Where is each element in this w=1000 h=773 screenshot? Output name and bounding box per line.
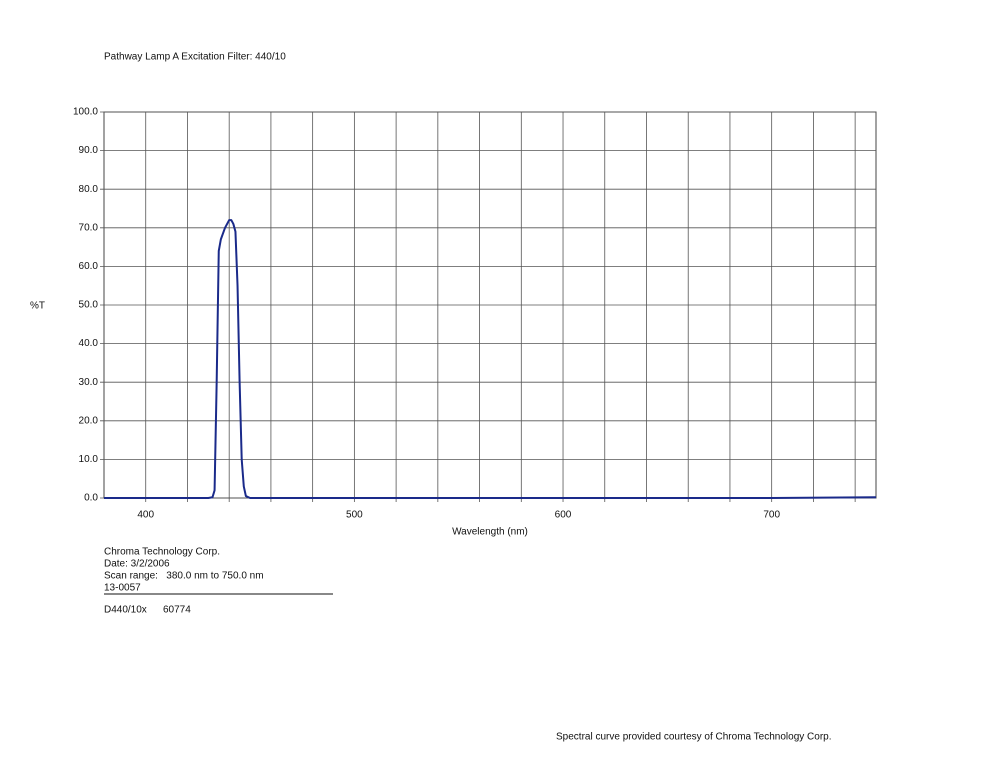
- spectral-curve: [104, 219, 877, 499]
- footer-text: Date: 3/2/2006: [104, 559, 170, 570]
- footer-text: 13-0057: [104, 583, 141, 594]
- y-tick-label: 100.0: [73, 107, 98, 118]
- x-tick-label: 500: [346, 510, 363, 521]
- footer-text: Scan range: 380.0 nm to 750.0 nm: [104, 571, 264, 582]
- chart-title: Pathway Lamp A Excitation Filter: 440/10: [104, 52, 286, 63]
- footer-text: 60774: [163, 605, 191, 616]
- credit: Spectral curve provided courtesy of Chro…: [556, 732, 832, 743]
- y-tick-label: 0.0: [84, 493, 98, 504]
- y-tick-label: 10.0: [79, 454, 99, 465]
- x-tick-label: 700: [763, 510, 780, 521]
- y-tick-label: 90.0: [79, 145, 99, 156]
- footer-text: Chroma Technology Corp.: [104, 547, 220, 558]
- y-tick-label: 80.0: [79, 184, 99, 195]
- y-tick-label: 20.0: [79, 415, 99, 426]
- footer-text: D440/10x: [104, 605, 147, 616]
- y-tick-label: 70.0: [79, 222, 99, 233]
- y-tick-label: 30.0: [79, 377, 99, 388]
- y-tick-label: 60.0: [79, 261, 99, 272]
- x-tick-label: 400: [137, 510, 154, 521]
- y-axis-label: %T: [30, 301, 45, 312]
- x-tick-label: 600: [555, 510, 572, 521]
- y-tick-label: 40.0: [79, 338, 99, 349]
- x-axis-label: Wavelength (nm): [452, 527, 528, 538]
- y-tick-label: 50.0: [79, 300, 99, 311]
